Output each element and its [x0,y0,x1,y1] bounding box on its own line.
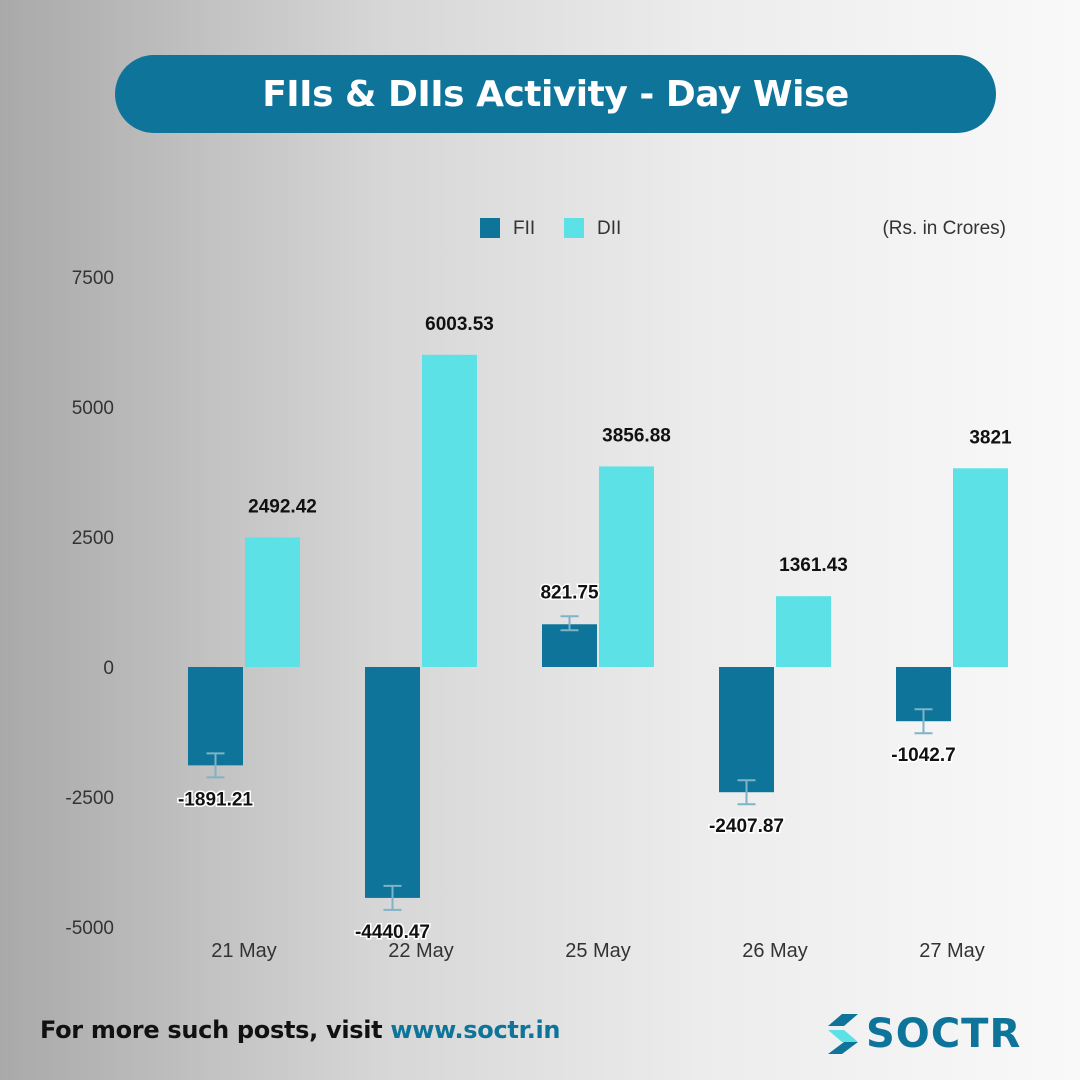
bar-dii [245,537,300,667]
soctr-logo: SOCTR [826,1010,1021,1058]
y-tick-label: 0 [103,658,114,679]
website-link[interactable]: www.soctr.in [390,1016,561,1044]
logo-text: SOCTR [866,1011,1022,1057]
unit-note: (Rs. in Crores) [882,218,1006,239]
data-label-fii: -1891.21 [178,789,253,810]
data-label-dii: 3856.88 [602,425,671,446]
x-tick-label: 25 May [565,940,631,962]
footer-text: For more such posts, visit [40,1016,391,1044]
data-label-fii: -4440.47 [355,922,430,943]
title-banner: FIIs & DIIs Activity - Day Wise [115,55,996,133]
x-tick-label: 21 May [211,940,277,962]
data-label-dii: 3821 [969,427,1012,448]
y-tick-label: -5000 [65,918,114,939]
x-tick-label: 26 May [742,940,808,962]
bar-chart: 7500 5000 2500 0 -2500 -5000 FII DII (Rs. in Cro… [65,218,1012,962]
bar-fii [365,667,420,898]
x-tick-label: 27 May [919,940,985,962]
bar-dii [776,596,831,667]
data-label-fii: -1042.7 [891,745,955,766]
chart-title: FIIs & DIIs Activity - Day Wise [262,73,849,115]
bar-fii [719,667,774,793]
data-label-fii: -2407.87 [709,816,784,837]
bar-dii [422,354,477,667]
x-tick-label: 22 May [388,940,454,962]
y-tick-label: 2500 [72,528,114,549]
logo-mark-icon [828,1014,858,1054]
footer-note: For more such posts, visit www.soctr.in [40,1016,561,1044]
legend-swatch-fii [480,218,500,238]
legend-label-dii: DII [597,218,621,239]
data-label-dii: 1361.43 [779,555,848,576]
bar-fii [188,667,243,766]
data-label-dii: 6003.53 [425,314,494,335]
y-tick-label: -2500 [65,788,114,809]
data-label-dii: 2492.42 [248,496,317,517]
bar-fii [542,624,597,667]
legend-swatch-dii [564,218,584,238]
y-tick-label: 7500 [72,268,114,289]
data-label-fii: 821.75 [540,582,599,603]
bar-dii [599,466,654,667]
legend-label-fii: FII [513,218,535,239]
bar-dii [953,468,1008,667]
y-tick-label: 5000 [72,398,114,419]
